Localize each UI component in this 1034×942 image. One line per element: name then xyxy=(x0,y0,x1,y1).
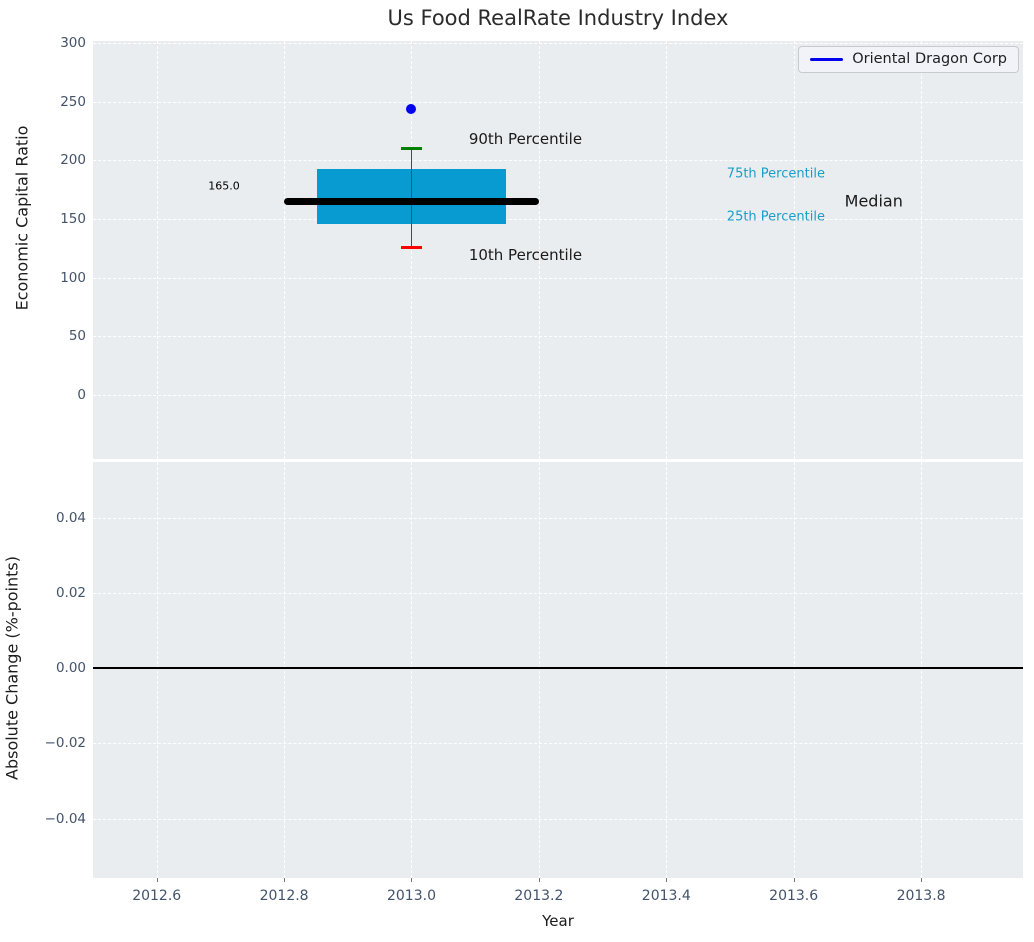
gridline-vertical xyxy=(538,41,540,459)
y-tick-label: 250 xyxy=(60,93,86,110)
gridline-horizontal xyxy=(93,592,1023,594)
x-tick-mark xyxy=(538,878,540,882)
legend-line-swatch xyxy=(810,57,844,61)
gridline-vertical xyxy=(156,41,158,459)
x-tick-mark xyxy=(921,878,923,882)
boxplot-10th-percentile-cap xyxy=(400,245,423,249)
gridline-horizontal xyxy=(93,336,1023,338)
y-tick-label: 200 xyxy=(60,152,86,169)
gridline-horizontal xyxy=(93,818,1023,820)
bottom-panel-plot-area xyxy=(93,462,1023,878)
gridline-horizontal xyxy=(93,160,1023,162)
x-axis-label: Year xyxy=(542,912,574,930)
gridline-vertical xyxy=(793,462,795,878)
gridline-horizontal xyxy=(93,743,1023,745)
x-tick-mark xyxy=(411,878,413,882)
legend-label: Oriental Dragon Corp xyxy=(852,51,1007,67)
annotation-90th-percentile: 90th Percentile xyxy=(468,130,583,149)
zero-change-line xyxy=(93,667,1023,670)
x-tick-mark xyxy=(284,878,286,882)
gridline-vertical xyxy=(411,462,413,878)
annotation-25th-percentile: 25th Percentile xyxy=(726,209,825,225)
gridline-horizontal xyxy=(93,101,1023,103)
gridline-vertical xyxy=(793,41,795,459)
gridline-horizontal xyxy=(93,218,1023,220)
y-tick-label: 0.02 xyxy=(55,584,86,601)
gridline-horizontal xyxy=(93,394,1023,396)
boxplot-whisker-line xyxy=(410,148,413,248)
y-tick-label: 0.00 xyxy=(55,660,86,677)
legend: Oriental Dragon Corp xyxy=(798,46,1019,73)
company-data-point xyxy=(406,103,417,114)
x-tick-label: 2012.8 xyxy=(259,888,309,904)
x-tick-label: 2013.6 xyxy=(769,888,819,904)
gridline-horizontal xyxy=(93,277,1023,279)
y-tick-label: 50 xyxy=(68,328,86,345)
gridline-vertical xyxy=(538,462,540,878)
x-tick-mark xyxy=(156,878,158,882)
gridline-vertical xyxy=(666,462,668,878)
annotation-median: Median xyxy=(844,191,903,211)
gridline-vertical xyxy=(411,41,413,459)
x-tick-label: 2012.6 xyxy=(132,888,182,904)
y-tick-label: −0.02 xyxy=(44,735,86,752)
y-tick-label: 100 xyxy=(60,269,86,286)
annotation-10th-percentile: 10th Percentile xyxy=(468,246,583,265)
y-tick-label: 300 xyxy=(60,35,86,52)
gridline-vertical xyxy=(156,462,158,878)
top-panel-plot-area xyxy=(93,41,1023,459)
x-tick-mark xyxy=(666,878,668,882)
annotation-165-0: 165.0 xyxy=(208,179,240,193)
x-tick-label: 2013.0 xyxy=(386,888,436,904)
y-tick-label: 0.04 xyxy=(55,509,86,526)
x-tick-label: 2013.2 xyxy=(514,888,564,904)
x-tick-label: 2013.4 xyxy=(641,888,691,904)
gridline-vertical xyxy=(284,462,286,878)
boxplot-90th-percentile-cap xyxy=(400,147,423,151)
x-tick-label: 2013.8 xyxy=(896,888,946,904)
boxplot-median-line xyxy=(284,197,539,205)
y-tick-label: 150 xyxy=(60,210,86,227)
gridline-vertical xyxy=(921,462,923,878)
gridline-vertical xyxy=(284,41,286,459)
y-tick-label: 0 xyxy=(77,386,86,403)
y-tick-label: −0.04 xyxy=(44,810,86,827)
x-tick-mark xyxy=(793,878,795,882)
gridline-horizontal xyxy=(93,43,1023,45)
chart-title: Us Food RealRate Industry Index xyxy=(387,6,729,30)
gridline-horizontal xyxy=(93,517,1023,519)
annotation-75th-percentile: 75th Percentile xyxy=(726,166,825,182)
gridline-vertical xyxy=(666,41,668,459)
gridline-vertical xyxy=(921,41,923,459)
